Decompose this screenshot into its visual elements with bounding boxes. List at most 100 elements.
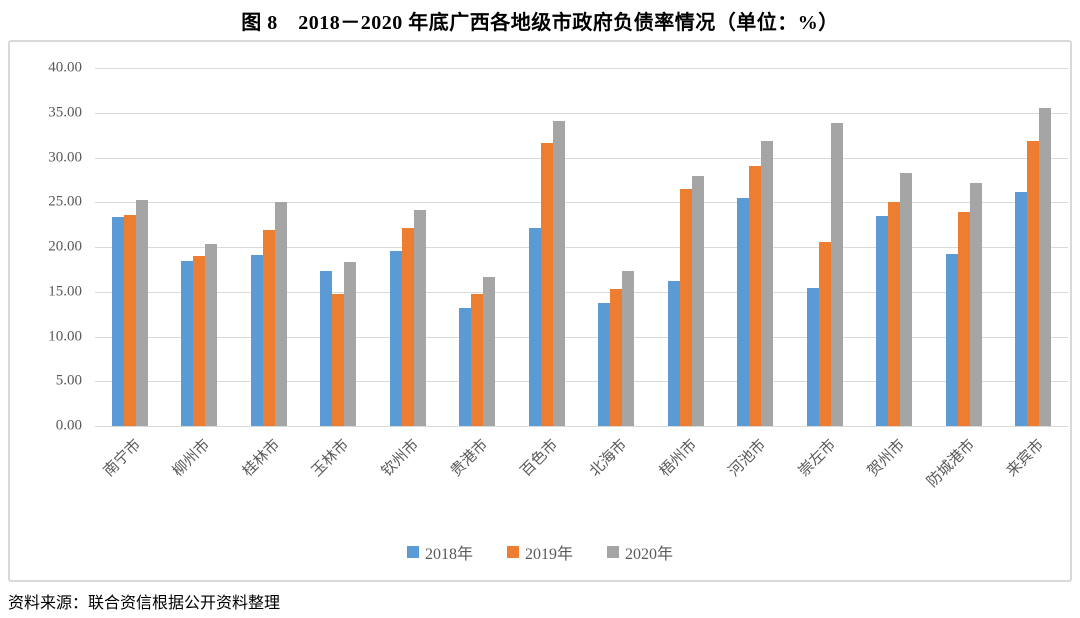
bar-防城港市-2018年 (945, 254, 958, 426)
bar-柳州市-2019年 (193, 255, 206, 426)
bar-玉林市-2019年 (332, 294, 345, 426)
bar-柳州市-2018年 (181, 261, 194, 426)
bar-梧州市-2018年 (667, 281, 680, 426)
bar-贵港市-2020年 (483, 276, 496, 426)
bar-百色市-2018年 (528, 228, 541, 426)
bar-group-柳州市: 柳州市 (165, 68, 235, 480)
bar-group-百色市: 百色市 (512, 68, 582, 480)
bar-北海市-2018年 (598, 302, 611, 426)
bar-group-桂林市: 桂林市 (234, 68, 304, 480)
gridline (95, 381, 1068, 383)
bar-group-梧州市: 梧州市 (651, 68, 721, 480)
x-axis-label: 河池市 (726, 436, 770, 480)
bar-来宾市-2020年 (1039, 108, 1052, 426)
bar-group-贵港市: 贵港市 (443, 68, 513, 480)
bar-来宾市-2019年 (1027, 140, 1040, 426)
x-axis-label: 防城港市 (924, 436, 978, 491)
x-axis-label: 玉林市 (309, 436, 353, 480)
legend-swatch-icon (506, 546, 519, 558)
bar-河池市-2020年 (761, 140, 774, 426)
bar-南宁市-2020年 (135, 200, 148, 426)
y-tick-label: 5.00 (55, 372, 82, 389)
y-tick-label: 0.00 (55, 417, 82, 434)
plot-area: 40.00 35.00 30.00 25.00 20.00 15.00 10.00 5.00 0… (48, 60, 1069, 491)
legend-label: 2020年 (625, 546, 674, 563)
gridline (95, 247, 1068, 248)
bar-group-防城港市: 防城港市 (924, 68, 999, 491)
gridline (95, 426, 1068, 427)
bar-崇左市-2018年 (806, 288, 819, 426)
bar-来宾市-2018年 (1015, 191, 1028, 426)
legend-item-2019年: 2019年 (506, 540, 573, 564)
bar-防城港市-2019年 (957, 212, 970, 426)
chart-area: 40.00 35.00 30.00 25.00 20.00 15.00 10.00 5.00 0… (8, 40, 1072, 582)
bar-南宁市-2019年 (123, 214, 136, 426)
x-axis-label: 贵港市 (448, 436, 492, 480)
bar-贺州市-2019年 (888, 202, 901, 426)
bar-北海市-2019年 (610, 289, 623, 426)
bar-钦州市-2020年 (413, 210, 426, 426)
bar-百色市-2020年 (552, 120, 565, 426)
bar-防城港市-2020年 (969, 182, 982, 426)
bar-南宁市-2018年 (111, 216, 124, 426)
bar-北海市-2020年 (622, 271, 635, 426)
x-axis-label: 百色市 (517, 436, 561, 480)
bar-钦州市-2019年 (401, 228, 414, 426)
y-tick-label: 25.00 (48, 193, 82, 210)
bar-玉林市-2018年 (320, 271, 333, 426)
gridline (95, 291, 1068, 293)
x-axis-label: 南宁市 (100, 436, 144, 480)
y-tick-label: 10.00 (48, 328, 82, 344)
gridline (95, 157, 1068, 159)
bar-梧州市-2020年 (691, 176, 704, 426)
bar-河池市-2018年 (737, 197, 750, 426)
bar-桂林市-2020年 (274, 202, 287, 426)
bar-group-北海市: 北海市 (582, 68, 652, 480)
x-axis-label: 贺州市 (865, 436, 909, 480)
x-axis-label: 桂林市 (239, 436, 283, 480)
bar-group-钦州市: 钦州市 (373, 68, 443, 480)
x-axis-label: 柳州市 (170, 436, 214, 480)
legend-item-2018年: 2018年 (406, 540, 473, 564)
source-note: 资料来源：联合资信根据公开资料整理 (8, 595, 281, 612)
bar-group-崇左市: 崇左市 (790, 68, 860, 480)
bar-group-玉林市: 玉林市 (304, 68, 374, 480)
bar-桂林市-2018年 (250, 255, 263, 426)
bar-贵港市-2019年 (471, 293, 484, 426)
legend-swatch-icon (406, 546, 419, 558)
gridline (95, 336, 1068, 338)
bar-group-贺州市: 贺州市 (860, 68, 930, 480)
y-tick-label: 35.00 (48, 104, 82, 121)
x-axis-label: 北海市 (587, 436, 631, 480)
bar-贺州市-2018年 (876, 215, 889, 426)
legend-label: 2018年 (424, 546, 473, 563)
chart-title: 图 8 2018－2020 年底广西各地级市政府负债率情况（单位：%） (241, 12, 839, 34)
bar-河池市-2019年 (749, 166, 762, 426)
x-axis-label: 崇左市 (795, 436, 839, 480)
x-axis-label: 来宾市 (1004, 436, 1048, 480)
bar-贵港市-2018年 (459, 307, 472, 426)
gridline (95, 202, 1068, 204)
legend-swatch-icon (607, 546, 619, 558)
bar-group-南宁市: 南宁市 (95, 68, 165, 480)
bar-崇左市-2020年 (830, 122, 843, 426)
bar-桂林市-2019年 (262, 230, 275, 426)
bar-group-河池市: 河池市 (721, 68, 791, 480)
y-tick-label: 30.00 (48, 149, 82, 165)
y-tick-label: 15.00 (48, 283, 82, 300)
bar-group-来宾市: 来宾市 (999, 68, 1069, 480)
bar-柳州市-2020年 (205, 244, 218, 426)
legend-item-2020年: 2020年 (607, 540, 673, 564)
x-axis-label: 梧州市 (656, 436, 700, 480)
bar-贺州市-2020年 (900, 172, 913, 426)
bar-梧州市-2019年 (679, 188, 692, 426)
bar-崇左市-2019年 (818, 241, 831, 426)
y-tick-label: 20.00 (48, 238, 82, 255)
bar-groups: 南宁市 柳州市 桂林市 玉林市 钦州市 贵港市 百色市 北海市 梧州市 河池市 崇左市 贺州市 防城港市… (95, 68, 1069, 491)
y-tick-label: 40.00 (48, 59, 82, 76)
bar-钦州市-2018年 (389, 251, 402, 426)
bar-玉林市-2020年 (344, 262, 357, 426)
legend: 2018年 2019年 2020年 (10, 540, 1070, 564)
x-axis-label: 钦州市 (378, 436, 422, 480)
